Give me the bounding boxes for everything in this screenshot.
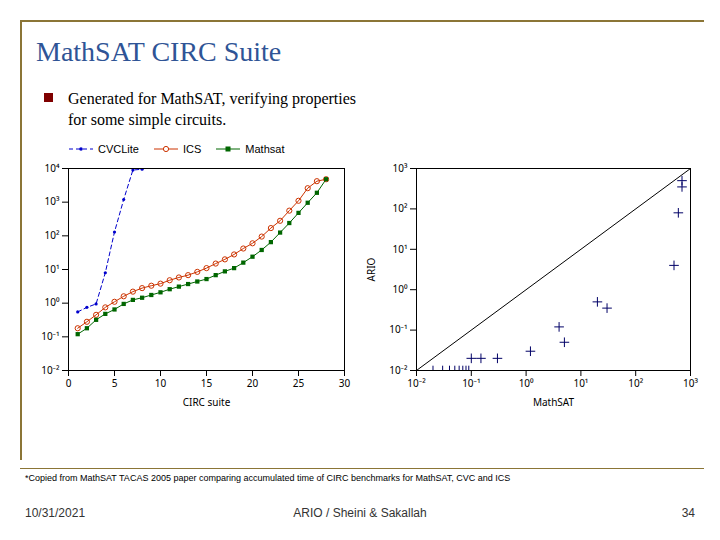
svg-text:10⁴: 10⁴ bbox=[45, 161, 60, 175]
svg-text:10³: 10³ bbox=[45, 194, 60, 208]
html-text:10/31/2021: 10/31/2021 bbox=[25, 506, 86, 520]
svg-text:10⁰: 10⁰ bbox=[519, 376, 534, 390]
svg-text:10²: 10² bbox=[393, 201, 408, 215]
html-text:ARIO / Sheini & Sakallah: ARIO / Sheini & Sakallah bbox=[293, 506, 427, 520]
html-text:CVCLite: CVCLite bbox=[98, 143, 139, 155]
svg-text:10⁻¹: 10⁻¹ bbox=[462, 376, 480, 390]
svg-text:10⁰: 10⁰ bbox=[45, 295, 60, 309]
svg-text:MathSAT: MathSAT bbox=[533, 395, 575, 409]
svg-text:10⁻¹: 10⁻¹ bbox=[389, 322, 407, 336]
svg-text:10⁻²: 10⁻² bbox=[41, 363, 60, 377]
svg-text:10⁻²: 10⁻² bbox=[389, 363, 408, 377]
svg-text:10¹: 10¹ bbox=[573, 376, 588, 390]
svg-text:10¹: 10¹ bbox=[393, 242, 408, 256]
html-text:34: 34 bbox=[681, 506, 695, 520]
svg-text:10¹: 10¹ bbox=[45, 262, 60, 276]
html-text:ICS: ICS bbox=[183, 143, 202, 155]
svg-text:10²: 10² bbox=[628, 376, 643, 390]
html-text:Mathsat: Mathsat bbox=[245, 143, 285, 155]
html-text:*Copied from MathSAT TACAS 200: *Copied from MathSAT TACAS 2005 paper co… bbox=[25, 473, 511, 483]
svg-text:10³: 10³ bbox=[393, 161, 408, 175]
html-text:Generated for MathSAT, verifyi: Generated for MathSAT, verifying propert… bbox=[68, 90, 357, 107]
svg-text:ARIO: ARIO bbox=[364, 257, 378, 281]
svg-text:10⁰: 10⁰ bbox=[393, 282, 408, 296]
svg-text:CIRC suite: CIRC suite bbox=[183, 395, 231, 409]
svg-text:20: 20 bbox=[247, 376, 259, 390]
svg-text:10⁻¹: 10⁻¹ bbox=[41, 329, 59, 343]
svg-text:10⁻²: 10⁻² bbox=[407, 376, 426, 390]
svg-text:25: 25 bbox=[293, 376, 305, 390]
svg-text:15: 15 bbox=[201, 376, 213, 390]
svg-text:0: 0 bbox=[66, 376, 72, 390]
svg-text:30: 30 bbox=[339, 376, 351, 390]
svg-text:10²: 10² bbox=[45, 228, 60, 242]
svg-text:10³: 10³ bbox=[683, 376, 698, 390]
svg-text:5: 5 bbox=[112, 376, 118, 390]
html-text:MathSAT CIRC Suite: MathSAT CIRC Suite bbox=[36, 36, 282, 67]
svg-text:10: 10 bbox=[155, 376, 167, 390]
html-text:for some simple circuits.: for some simple circuits. bbox=[68, 111, 227, 128]
